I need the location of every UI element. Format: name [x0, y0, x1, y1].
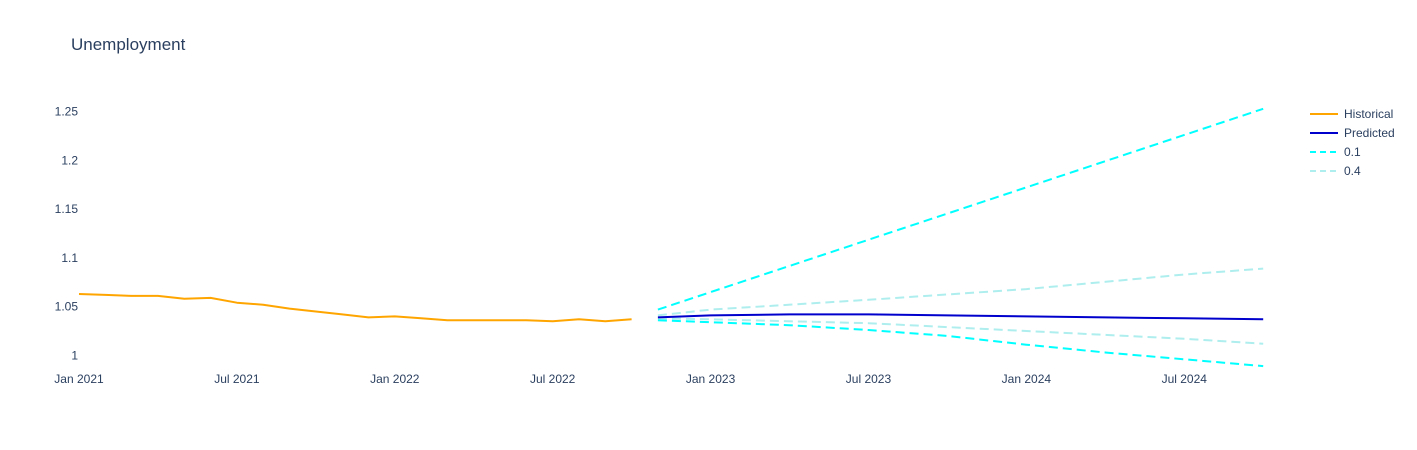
y-tick-label: 1.2 — [61, 153, 78, 167]
legend-item[interactable]: Historical — [1310, 107, 1393, 121]
y-tick-label: 1.15 — [55, 202, 79, 216]
x-tick-label: Jul 2024 — [1162, 372, 1208, 386]
y-tick-label: 1.25 — [55, 105, 79, 119]
historical-line — [78, 293, 632, 323]
legend[interactable]: Historical Predicted 0.1 0.4 — [1310, 107, 1395, 178]
band-0-4-lower-line — [657, 317, 1264, 345]
chart-title: Unemployment — [71, 35, 186, 54]
legend-item[interactable]: 0.1 — [1310, 145, 1361, 159]
x-tick-label: Jan 2022 — [370, 372, 420, 386]
legend-label: 0.4 — [1344, 164, 1361, 178]
x-tick-label: Jul 2022 — [530, 372, 576, 386]
x-tick-label: Jul 2023 — [846, 372, 892, 386]
legend-item[interactable]: 0.4 — [1310, 164, 1361, 178]
x-axis: Jan 2021 Jul 2021 Jan 2022 Jul 2022 Jan 2023… — [54, 372, 1207, 386]
legend-label: Predicted — [1344, 126, 1395, 140]
y-axis: 1 1.05 1.1 1.15 1.2 1.25 — [55, 105, 79, 363]
y-tick-label: 1.1 — [61, 251, 78, 265]
legend-label: 0.1 — [1344, 145, 1361, 159]
legend-item[interactable]: Predicted — [1310, 126, 1395, 140]
x-tick-label: Jan 2024 — [1002, 372, 1052, 386]
x-tick-label: Jul 2021 — [214, 372, 260, 386]
y-tick-label: 1 — [71, 348, 78, 362]
x-tick-label: Jan 2023 — [686, 372, 736, 386]
legend-label: Historical — [1344, 107, 1393, 121]
x-tick-label: Jan 2021 — [54, 372, 104, 386]
band-0-1-upper-line — [657, 107, 1264, 311]
y-tick-label: 1.05 — [55, 300, 79, 314]
band-0-4-upper-line — [657, 267, 1264, 317]
plot-area — [78, 107, 1264, 368]
predicted-line — [657, 313, 1264, 321]
